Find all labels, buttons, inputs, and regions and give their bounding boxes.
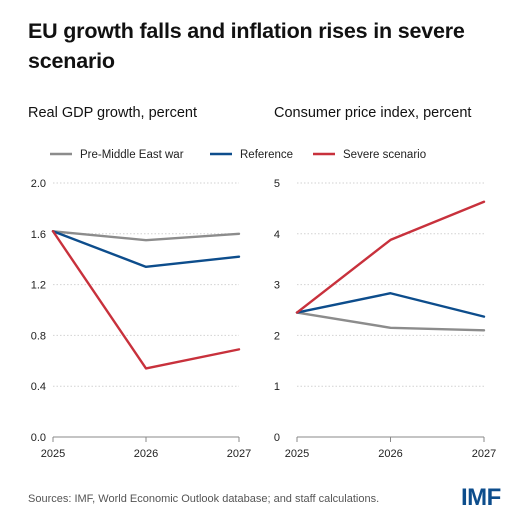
y-tick-label-0-5: 2.0 bbox=[31, 178, 46, 190]
chart-panels: Real GDP growth, percent 0.0 0.4 0.8 1.2 1.6 2… bbox=[28, 105, 496, 460]
y-tick-label-1-0: 0 bbox=[274, 432, 280, 444]
x-tick-label-1-1: 2026 bbox=[378, 448, 402, 460]
y-tick-label-1-1: 1 bbox=[274, 381, 280, 393]
x-tick-label-0-2: 2027 bbox=[227, 448, 251, 460]
y-tick-label-0-3: 1.2 bbox=[31, 280, 46, 292]
y-tick-label-0-0: 0.0 bbox=[31, 432, 46, 444]
legend: Pre-Middle East war Reference Severe scena… bbox=[50, 149, 426, 161]
y-tick-label-0-1: 0.4 bbox=[31, 381, 46, 393]
imf-logo: IMF bbox=[461, 484, 501, 511]
x-tick-label-0-1: 2026 bbox=[134, 448, 158, 460]
series-line-1-1 bbox=[295, 292, 486, 318]
panel-title-1: Consumer price index, percent bbox=[274, 105, 471, 121]
x-tick-label-0-0: 2025 bbox=[41, 448, 65, 460]
legend-label-1: Reference bbox=[240, 149, 293, 161]
series-line-0-2 bbox=[51, 230, 241, 370]
series-line-0-1 bbox=[51, 230, 241, 269]
y-tick-label-0-2: 0.8 bbox=[31, 330, 46, 342]
panel-title-0: Real GDP growth, percent bbox=[28, 105, 197, 121]
series-line-0-0 bbox=[51, 230, 241, 242]
series-line-1-0 bbox=[295, 311, 486, 332]
y-tick-label-1-4: 4 bbox=[274, 229, 280, 241]
y-tick-label-1-3: 3 bbox=[274, 280, 280, 292]
legend-label-2: Severe scenario bbox=[343, 149, 426, 161]
y-tick-label-1-5: 5 bbox=[274, 178, 280, 190]
x-tick-label-1-0: 2025 bbox=[285, 448, 309, 460]
panel-1: Consumer price index, percent 0 1 2 3 4 5 2025 2… bbox=[274, 105, 496, 460]
chart-title: EU growth falls and inflation rises in s… bbox=[28, 19, 465, 73]
chart-area: Pre-Middle East war Reference Severe scena… bbox=[28, 105, 496, 460]
x-tick-label-1-2: 2027 bbox=[472, 448, 496, 460]
y-tick-label-0-4: 1.6 bbox=[31, 229, 46, 241]
panel-0: Real GDP growth, percent 0.0 0.4 0.8 1.2 1.6 2… bbox=[28, 105, 251, 460]
y-tick-label-1-2: 2 bbox=[274, 330, 280, 342]
legend-label-0: Pre-Middle East war bbox=[80, 149, 184, 161]
source-note: Sources: IMF, World Economic Outlook dat… bbox=[28, 493, 380, 505]
series-line-1-2 bbox=[295, 200, 486, 314]
